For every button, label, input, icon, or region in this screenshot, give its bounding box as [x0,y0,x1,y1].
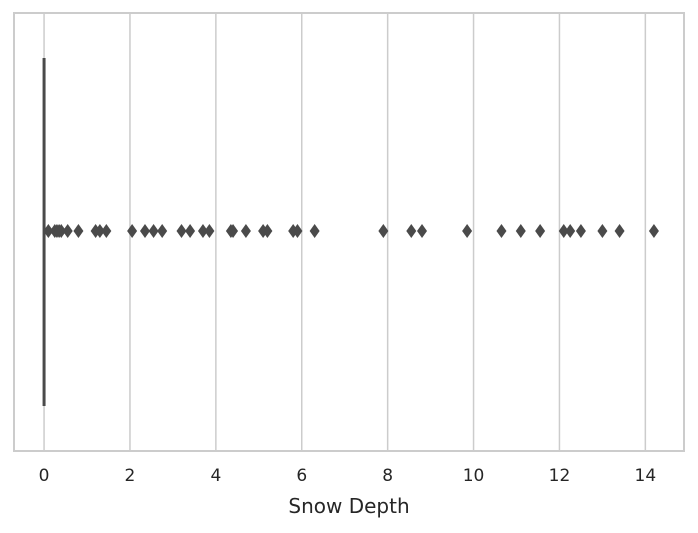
x-tick-label-8: 8 [382,466,393,486]
x-axis-label: Snow Depth [288,494,409,518]
plot-frame [13,12,685,452]
outlier-point-19 [228,224,239,238]
outlier-point-32 [535,224,546,238]
outlier-point-4 [56,224,67,238]
outlier-point-12 [148,224,159,238]
outlier-point-9 [101,224,112,238]
outlier-point-27 [406,224,417,238]
x-tick-labels: 0 2 4 6 8 10 12 14 [39,466,657,486]
x-tick-label-0: 0 [39,466,50,486]
outlier-point-6 [73,224,84,238]
outlier-point-16 [197,224,208,238]
outlier-point-30 [496,224,507,238]
outlier-point-26 [378,224,389,238]
outlier-point-20 [240,224,251,238]
outlier-point-24 [292,224,303,238]
outlier-point-0 [43,224,54,238]
outlier-point-14 [176,224,187,238]
x-tick-label-10: 10 [463,466,485,486]
outlier-point-36 [597,224,608,238]
outlier-point-17 [204,224,215,238]
outlier-points [43,224,659,238]
x-tick-label-2: 2 [125,466,136,486]
outlier-point-8 [94,224,105,238]
x-tick-label-12: 12 [549,466,571,486]
outlier-point-34 [565,224,576,238]
outlier-point-31 [515,224,526,238]
outlier-point-15 [185,224,196,238]
x-tick-label-6: 6 [296,466,307,486]
outlier-point-13 [157,224,168,238]
outlier-point-5 [62,224,73,238]
outlier-point-25 [309,224,320,238]
outlier-point-33 [558,224,569,238]
outlier-point-37 [614,224,625,238]
x-tick-label-4: 4 [210,466,221,486]
outlier-point-29 [462,224,473,238]
x-tick-label-14: 14 [635,466,657,486]
outlier-point-10 [127,224,138,238]
outlier-point-11 [139,224,150,238]
outlier-point-38 [648,224,659,238]
outlier-point-35 [575,224,586,238]
outlier-point-22 [262,224,273,238]
outlier-point-28 [417,224,428,238]
